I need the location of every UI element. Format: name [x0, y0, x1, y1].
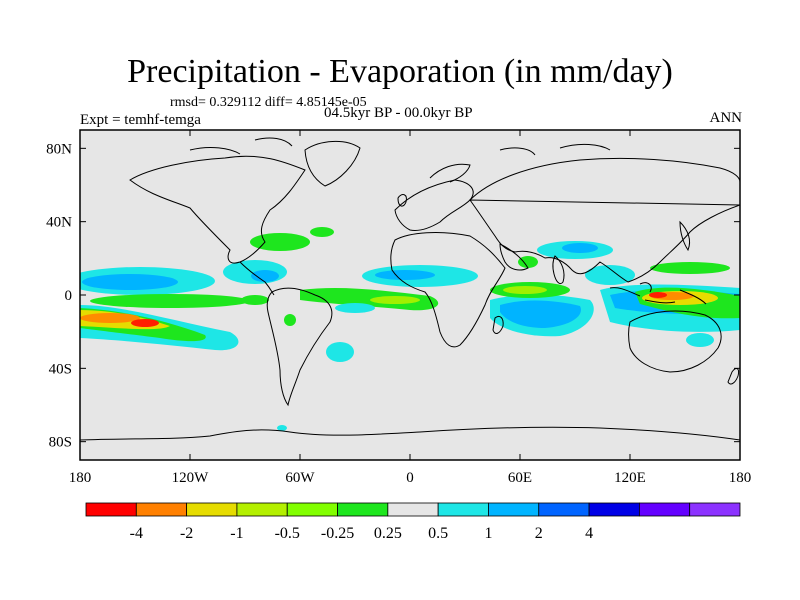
x-tick-label: 60W: [285, 470, 315, 486]
colorbar-swatch: [337, 502, 389, 517]
anomaly-cyan: [335, 303, 375, 313]
period-line: 04.5kyr BP - 00.0kyr BP: [324, 105, 473, 121]
arctic-islands-coast: [189, 137, 611, 156]
x-tick-label: 120E: [614, 470, 646, 486]
europe-coast: [394, 179, 474, 231]
anomaly-lightgreen: [503, 286, 547, 294]
x-tick-label: 0: [406, 470, 414, 486]
anomaly-red: [649, 292, 667, 298]
anomaly-green: [650, 262, 730, 274]
colorbar-label: -4: [130, 525, 143, 542]
y-tick-label: 40N: [46, 215, 72, 231]
colorbar-swatch: [186, 502, 238, 517]
coastlines: [80, 137, 740, 441]
scandinavia-coast: [429, 163, 471, 183]
madagascar-coast: [492, 315, 504, 334]
anomaly-lightblue: [251, 270, 279, 282]
stats-line: rmsd= 0.329112 diff= 4.85145e-05: [170, 95, 367, 110]
anomaly-lightblue: [500, 300, 581, 328]
colorbar-label: -0.5: [275, 525, 300, 542]
anomaly-green: [250, 233, 310, 251]
y-tick-label: 40S: [49, 361, 72, 377]
anomaly-green: [518, 256, 538, 268]
africa-coast: [390, 232, 506, 348]
figure-title: Precipitation - Evaporation (in mm/day): [127, 53, 673, 90]
anomaly-cyan: [326, 342, 354, 362]
colorbar-swatch: [236, 502, 288, 517]
axis-layer: 80N 40N 0 40S 80S 180 120W 60W 0 60E 120E 180: [46, 130, 751, 486]
antarctica-coast: [80, 426, 740, 441]
colorbar-swatch: [638, 502, 691, 517]
arabia-coast: [499, 243, 529, 271]
colorbar-swatch: [538, 502, 590, 517]
indonesia-coast: [609, 282, 707, 305]
anomaly-green: [284, 314, 296, 326]
colorbar-swatch: [286, 502, 338, 517]
anomaly-green: [310, 227, 334, 237]
anomaly-cyan: [686, 333, 714, 347]
anomaly-green: [241, 295, 269, 305]
north-america-coast: [129, 155, 306, 264]
colorbar-swatch: [387, 502, 439, 517]
anomaly-cyan: [277, 425, 287, 431]
colorbar-label: 0.25: [374, 525, 402, 542]
british-isles-coast: [397, 194, 407, 207]
x-tick-label: 60E: [508, 470, 532, 486]
colorbar-label: -1: [230, 525, 243, 542]
anomaly-lightblue: [82, 274, 178, 290]
x-tick-label: 180: [729, 470, 752, 486]
anomaly-red: [131, 319, 159, 327]
greenland-coast: [304, 141, 361, 187]
anomaly-field: [80, 227, 740, 431]
colorbar-label: 2: [535, 525, 543, 542]
x-tick-label: 120W: [172, 470, 210, 486]
y-tick-label: 0: [65, 288, 73, 304]
colorbar-label: 0.5: [428, 525, 448, 542]
colorbar-label: 1: [484, 525, 492, 542]
anomaly-lightgreen: [370, 296, 420, 304]
anomaly-green: [300, 287, 439, 311]
season-label: ANN: [709, 110, 743, 126]
south-america-coast: [266, 287, 333, 407]
colorbar-label: -0.25: [321, 525, 354, 542]
colorbar-swatch: [135, 502, 188, 517]
anomaly-lightblue: [562, 243, 598, 253]
anomaly-green: [90, 294, 250, 308]
colorbar-swatch: [488, 502, 540, 517]
colorbar-label: 4: [585, 525, 593, 542]
india-coast: [552, 255, 565, 285]
colorbar-swatch: [588, 502, 640, 517]
y-tick-label: 80S: [49, 435, 72, 451]
colorbar-swatch: [85, 502, 137, 517]
anomaly-orange: [80, 313, 140, 323]
x-tick-label: 180: [69, 470, 92, 486]
australia-coast: [628, 310, 722, 373]
colorbar-swatch: [437, 502, 489, 517]
colorbar: -4 -2 -1 -0.5 -0.25 0.25 0.5 1 2 4: [85, 502, 741, 542]
colorbar-label: -2: [180, 525, 193, 542]
anomaly-cyan: [585, 265, 635, 285]
y-tick-label: 80N: [46, 141, 72, 157]
japan-coast: [679, 220, 691, 252]
colorbar-swatch: [689, 502, 741, 517]
anomaly-lightblue: [375, 270, 435, 280]
experiment-label: Expt = temhf-temga: [80, 112, 201, 128]
